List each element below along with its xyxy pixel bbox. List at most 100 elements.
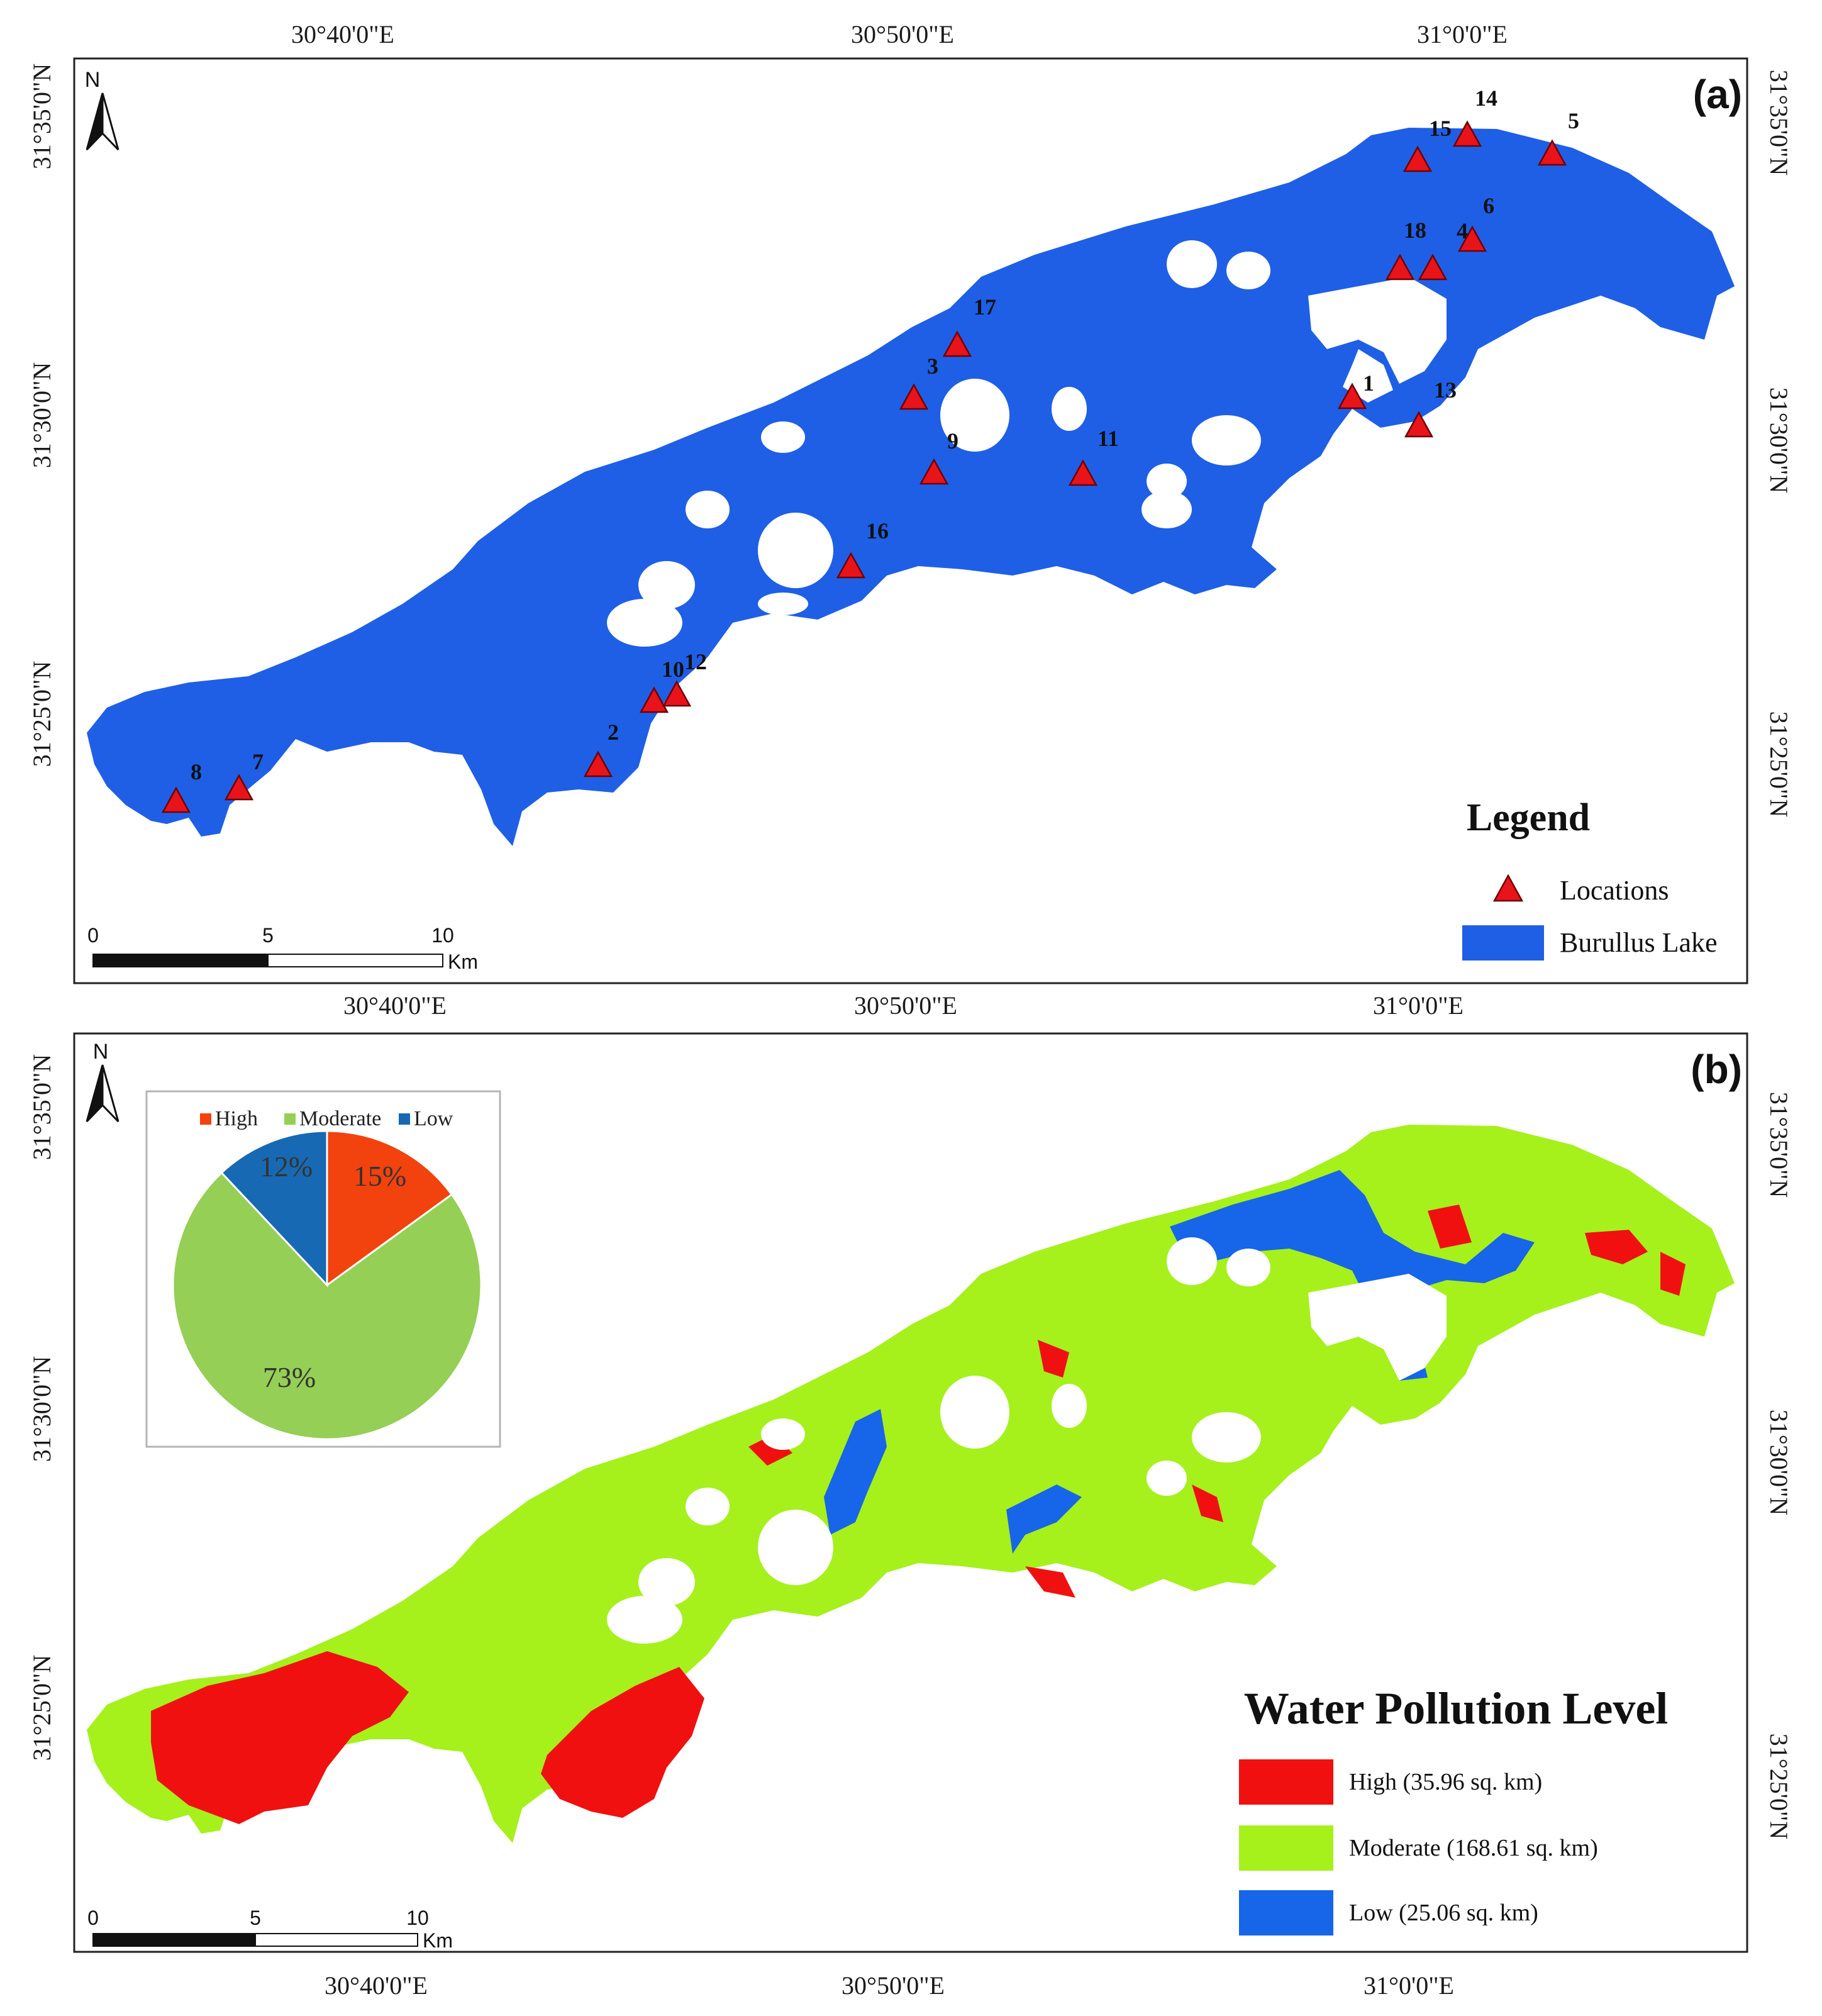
site-label: 15 [1429, 116, 1452, 141]
lat-label-right: 31°30'0"N [1765, 1410, 1793, 1515]
site-marker [1452, 120, 1482, 147]
site-label: 4 [1457, 218, 1468, 243]
panel-a-legend: Legend Locations Burullus Lake [1462, 796, 1718, 961]
moderate-swatch [1239, 1825, 1333, 1871]
site-label: 9 [947, 428, 958, 454]
scale-bar-a: 0 5 10 Km [87, 924, 478, 973]
site-marker [942, 330, 972, 357]
legend-item-high: High (35.96 sq. km) [1349, 1769, 1542, 1795]
scale-tick-label: 0 [87, 924, 99, 947]
pie-legend-swatch [399, 1113, 410, 1125]
site-label: 11 [1097, 426, 1119, 451]
scale-tick-label: 10 [406, 1907, 429, 1929]
site-label: 14 [1475, 86, 1497, 111]
site-marker [639, 686, 669, 713]
lat-label-left: 31°35'0"N [28, 64, 56, 169]
pie-slice-moderate [172, 1171, 482, 1440]
lat-label-right: 31°30'0"N [1765, 387, 1793, 493]
site-label: 3 [927, 354, 938, 379]
panel-b: 30°40'0"E 30°50'0"E 31°0'0"E 31°35'0"N 3… [28, 1032, 1793, 2000]
lon-label-bottom: 31°0'0"E [1373, 991, 1464, 1020]
north-arrow-icon: N [85, 68, 119, 151]
site-marker [583, 750, 613, 777]
legend-title: Water Pollution Level [1244, 1683, 1669, 1734]
low-swatch [1239, 1890, 1333, 1935]
pie-slices [172, 1130, 482, 1440]
scale-bar-b: 0 5 10 Km [87, 1907, 453, 1952]
site-marker [1537, 139, 1567, 166]
site-label: 6 [1483, 193, 1494, 218]
panel-a-letter: (a) [1693, 72, 1742, 117]
pie-legend-label: Low [414, 1107, 453, 1130]
pie-legend-label: High [215, 1107, 258, 1130]
site-label: 1 [1363, 370, 1374, 396]
pie-chart-inset: High Moderate Low 15% 73% 12% [145, 1090, 501, 1448]
pie-legend-swatch [200, 1113, 211, 1125]
pie-slice-label: 15% [353, 1160, 406, 1192]
legend-item-low: Low (25.06 sq. km) [1349, 1900, 1538, 1926]
panel-b-legend: Water Pollution Level High (35.96 sq. km… [1239, 1683, 1668, 1935]
lon-label-bottom: 30°50'0"E [854, 991, 957, 1020]
lat-label-left: 31°30'0"N [28, 1356, 56, 1462]
lon-label-bottom: 30°50'0"E [842, 1971, 945, 2000]
pie-slice-label: 12% [260, 1150, 313, 1183]
pie-legend-label: Moderate [299, 1107, 381, 1130]
lat-label-right: 31°35'0"N [1765, 1092, 1793, 1198]
pie-labels: 15% 73% 12% [260, 1150, 406, 1393]
site-marker [1404, 411, 1434, 438]
legend-item-locations: Locations [1560, 875, 1669, 906]
site-label: 13 [1434, 377, 1457, 403]
lat-label-left: 31°25'0"N [28, 661, 56, 767]
site-label: 17 [974, 294, 996, 320]
lat-label-right: 31°35'0"N [1765, 70, 1793, 175]
scale-tick-label: 10 [431, 924, 454, 947]
scale-tick-label: 0 [87, 1907, 99, 1929]
burullus-lake-fill [87, 128, 1735, 846]
site-marker [1385, 253, 1415, 281]
lat-label-left: 31°25'0"N [28, 1655, 56, 1761]
lon-label-bottom: 31°0'0"E [1364, 1971, 1454, 2000]
legend-item-moderate: Moderate (168.61 sq. km) [1349, 1835, 1598, 1861]
site-label: 5 [1568, 108, 1579, 133]
site-marker [919, 458, 949, 485]
lat-label-left: 31°30'0"N [28, 362, 56, 468]
legend-item-lake: Burullus Lake [1560, 927, 1718, 958]
lat-label-left: 31°35'0"N [28, 1054, 56, 1160]
pie-legend-swatch [284, 1113, 296, 1125]
lon-label-bottom: 30°40'0"E [325, 1971, 428, 2000]
site-marker [899, 383, 929, 410]
lat-label-right: 31°25'0"N [1765, 1734, 1793, 1839]
legend-title: Legend [1467, 796, 1590, 839]
site-marker [161, 786, 191, 813]
site-label: 12 [684, 649, 707, 674]
site-label: 7 [252, 749, 264, 774]
site-label: 18 [1404, 218, 1426, 243]
pie-legend: High Moderate Low [200, 1107, 453, 1130]
panel-b-frame [73, 1032, 1748, 1953]
scale-tick-label: 5 [262, 924, 274, 947]
scale-unit: Km [423, 1929, 453, 1952]
pie-slice-low [220, 1130, 328, 1288]
scale-unit: Km [448, 950, 478, 973]
site-marker [224, 774, 254, 801]
north-letter: N [85, 68, 101, 92]
site-marker [662, 680, 692, 707]
lake-swatch [1462, 925, 1544, 961]
high-zones [151, 1205, 1686, 1824]
site-marker [836, 552, 866, 579]
lat-label-right: 31°25'0"N [1765, 711, 1793, 817]
site-marker [1337, 382, 1367, 409]
site-label: 16 [866, 518, 889, 543]
high-swatch [1239, 1759, 1333, 1805]
site-label: 8 [191, 759, 202, 784]
triangle-icon [1492, 874, 1524, 902]
lon-label-bottom: 30°40'0"E [343, 991, 447, 1020]
pie-slice-high [326, 1130, 453, 1287]
lon-label-top: 31°0'0"E [1417, 20, 1508, 48]
site-label: 2 [608, 720, 619, 745]
pie-slice-label: 73% [263, 1361, 316, 1393]
scale-tick-label: 5 [250, 1907, 261, 1929]
panel-a: 30°40'0"E 30°50'0"E 31°0'0"E 30°40'0"E 3… [28, 20, 1793, 1020]
